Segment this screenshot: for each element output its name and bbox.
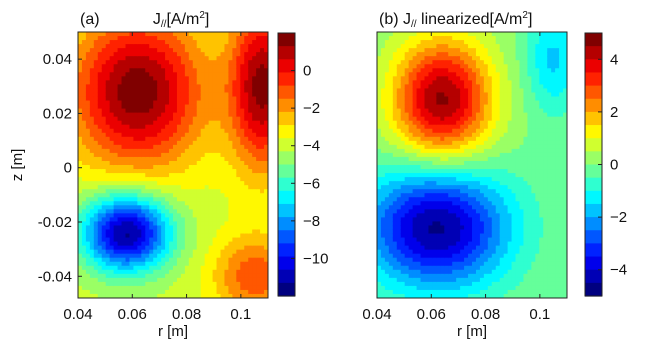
y-tick-label: 0.04 [43, 51, 72, 68]
x-tick-label: 0.08 [172, 306, 201, 323]
colorbar-tick-label: 2 [610, 104, 618, 121]
colorbar: 4 2 0 −2 −4 [584, 32, 627, 297]
contour-field [377, 32, 567, 298]
colorbar-tick-label: −2 [303, 100, 320, 117]
colorbar-frame [277, 32, 296, 297]
colorbar-tick-label: 4 [610, 51, 618, 68]
y-tick-label: -0.04 [38, 268, 72, 285]
colorbar-tick-label: −4 [610, 262, 627, 279]
x-axis-label: r [m] [158, 323, 188, 340]
panel-title: (a) J//[A/m2] [80, 10, 209, 30]
x-tick-label: 0.04 [63, 306, 92, 323]
panel-title: (b) J// linearized[A/m2] [379, 10, 532, 30]
x-tick-label: 0.08 [471, 306, 500, 323]
contour-field [78, 32, 268, 298]
panel-b: 0.04 0.06 0.08 0.1 r [m] (b) J// linearized[A… [362, 10, 627, 340]
colorbar-tick-label: 0 [303, 63, 311, 80]
colorbar-tick-label: −8 [303, 213, 320, 230]
x-tick-label: 0.04 [362, 306, 391, 323]
x-tick-label: 0.06 [417, 306, 446, 323]
panel-a: 0.04 0.06 0.08 0.1 r [m] 0.04 0.02 0 -0.02 -0.04 z… [9, 10, 328, 340]
colorbar-tick-label: −10 [303, 250, 328, 267]
colorbar-tick-label: 0 [610, 157, 618, 174]
y-tick-label: 0 [64, 160, 72, 177]
x-tick-label: 0.1 [529, 306, 550, 323]
plot-frame [376, 31, 568, 299]
colorbar: 0 −2 −4 −6 −8 −10 [277, 32, 328, 297]
colorbar-tick-label: −2 [610, 209, 627, 226]
y-tick-label: 0.02 [43, 105, 72, 122]
x-axis-label: r [m] [457, 323, 487, 340]
plot-frame [77, 31, 269, 299]
x-tick-label: 0.06 [118, 306, 147, 323]
y-axis-label: z [m] [9, 149, 26, 182]
colorbar-tick-label: −6 [303, 175, 320, 192]
y-tick-label: -0.02 [38, 214, 72, 231]
x-tick-label: 0.1 [230, 306, 251, 323]
colorbar-tick-label: −4 [303, 138, 320, 155]
